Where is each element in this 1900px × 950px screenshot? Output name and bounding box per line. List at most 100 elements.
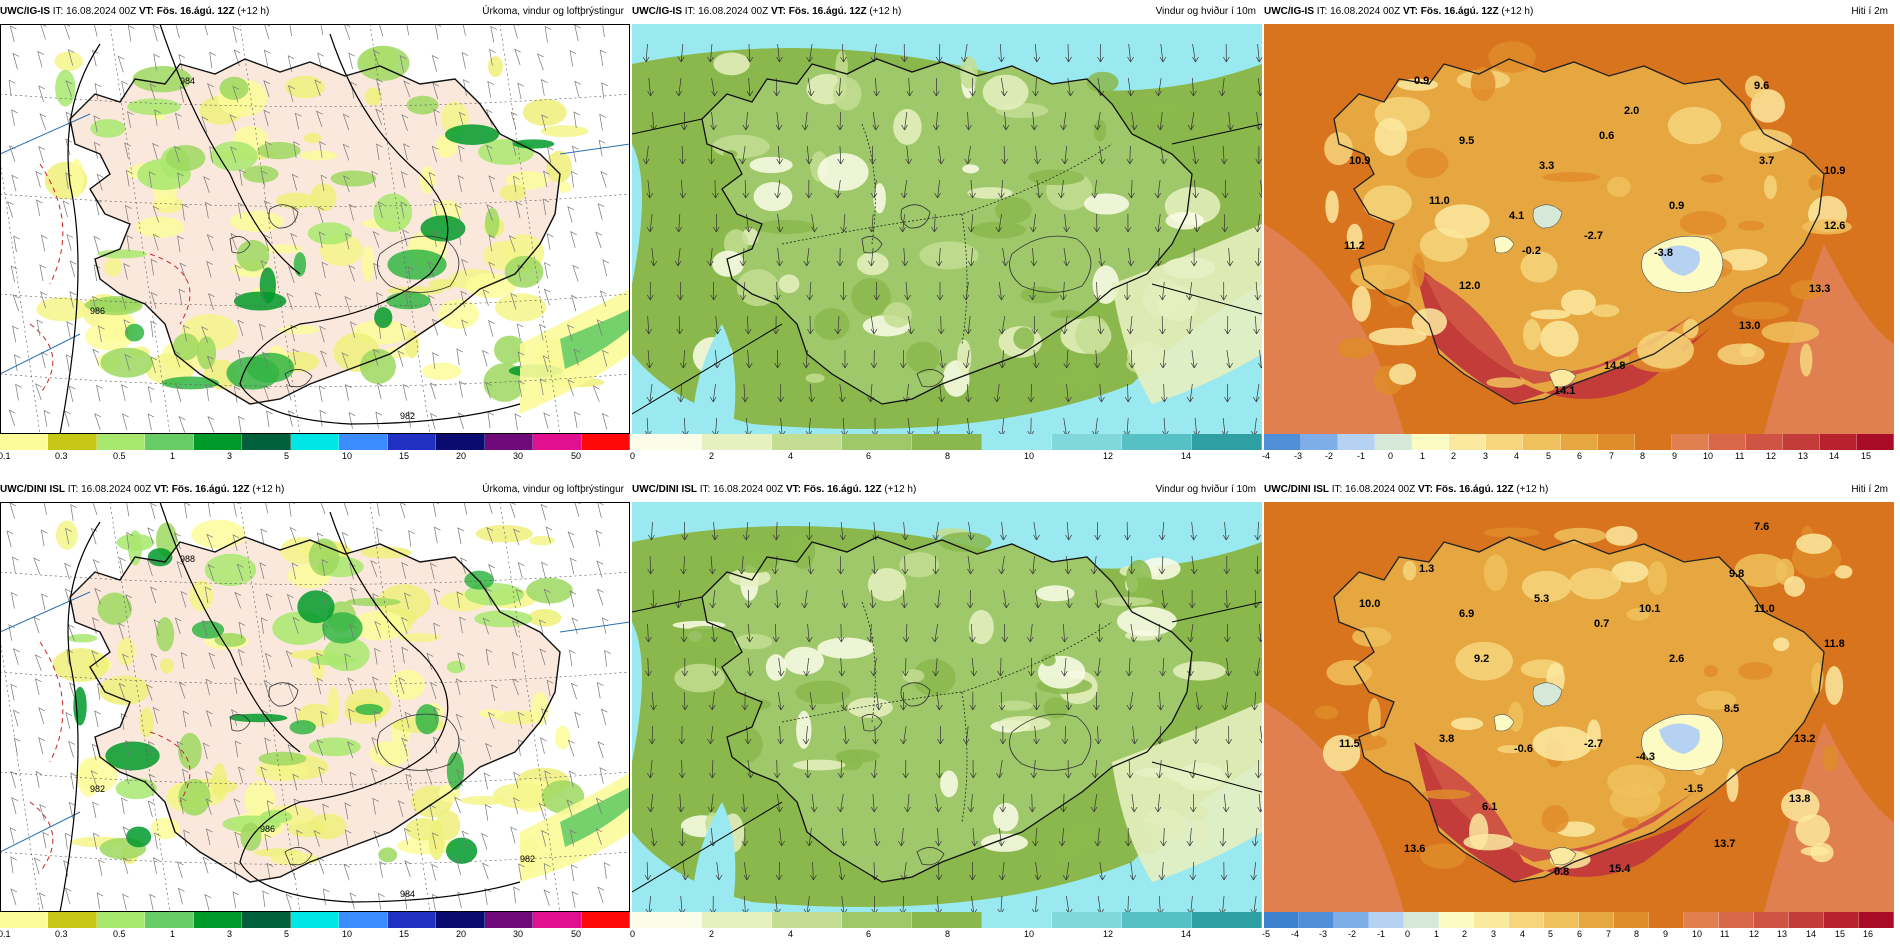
- legend-tick-label: -1: [1377, 929, 1386, 939]
- legend-swatch: [484, 912, 534, 928]
- valid-time: VT: Fös. 16.ágú. 12Z: [1417, 484, 1514, 495]
- legend-swatch: [1708, 434, 1746, 450]
- temperature-label: 1.3: [1419, 563, 1434, 575]
- legend-swatch: [772, 912, 842, 928]
- legend-tick-label: -2: [1348, 929, 1357, 939]
- legend-tick-label: 5: [1548, 929, 1554, 939]
- legend-colorbar: [1264, 912, 1894, 928]
- temperature-label: -0.6: [1514, 743, 1533, 755]
- legend-swatch: [193, 912, 243, 928]
- legend-swatch: [912, 912, 982, 928]
- legend-swatch: [702, 434, 772, 450]
- legend-tick-label: -5: [1262, 929, 1271, 939]
- legend-swatch: [96, 434, 146, 450]
- temperature-label: 10.0: [1359, 598, 1380, 610]
- legend-swatch: [387, 912, 437, 928]
- legend-swatch: [1509, 912, 1544, 928]
- legend-tick-label: 0: [1388, 451, 1394, 461]
- precip-map[interactable]: 988 984 982 986 982: [0, 502, 630, 912]
- wind-map[interactable]: [632, 502, 1262, 912]
- legend-tick-label: 13: [1777, 929, 1788, 939]
- temperature-label: 6.9: [1459, 608, 1474, 620]
- temperature-field: [1314, 525, 1853, 869]
- temperature-label: 11.0: [1754, 603, 1775, 615]
- init-time: IT: 16.08.2024 00Z: [1316, 6, 1401, 17]
- legend-colorbar: [632, 434, 1262, 450]
- temperature-label: 11.0: [1429, 195, 1450, 207]
- temperature-label: 2.0: [1624, 105, 1639, 117]
- panel-title: Vindur og hviður í 10m: [1155, 484, 1256, 495]
- legend-swatch: [1439, 912, 1474, 928]
- legend-tick-label: -1: [1357, 451, 1366, 461]
- legend-tick-label: 2: [1462, 929, 1468, 939]
- legend-tick-label: 0: [630, 929, 636, 939]
- legend-swatch: [1474, 912, 1509, 928]
- legend-swatch: [1412, 434, 1450, 450]
- panel-header: UWC/DINI ISL IT: 16.08.2024 00Z VT: Fös.…: [0, 478, 630, 502]
- legend-swatch: [1523, 434, 1561, 450]
- temperature-label: 11.2: [1344, 240, 1365, 252]
- legend-swatch: [48, 912, 97, 928]
- legend-tick-label: 6: [1577, 451, 1583, 461]
- temperature-label: 5.3: [1534, 593, 1549, 605]
- temperature-label: 2.6: [1669, 653, 1684, 665]
- temperature-map[interactable]: 7.6 1.3 9.8 10.0 5.3 10.1 6.9 0.7 11.0 2.6 11.8 9.2…: [1264, 502, 1894, 912]
- model-name: UWC/IG-IS: [632, 6, 682, 17]
- legend-swatch: [1192, 912, 1262, 928]
- legend-swatch: [1597, 434, 1635, 450]
- legend-tick-label: 4: [1520, 929, 1526, 939]
- valid-time: VT: Fös. 16.ágú. 12Z: [153, 484, 250, 495]
- temperature-map[interactable]: 0.9 9.6 2.0 9.5 0.6 10.9 3.3 3.7 10.9 11.0 4.1 0.9 1…: [1264, 24, 1894, 434]
- legend-tick-label: 4: [788, 451, 794, 461]
- legend-tick-label: 12: [1766, 451, 1777, 461]
- model-name: UWC/IG-IS: [0, 6, 50, 17]
- legend-tick-label: 3: [1491, 929, 1497, 939]
- region-boundaries: [781, 123, 1113, 345]
- panel-row1-temp: UWC/IG-IS IT: 16.08.2024 00Z VT: Fös. 16…: [1262, 0, 1895, 470]
- model-name: UWC/IG-IS: [1264, 6, 1314, 17]
- legend-swatch: [1782, 434, 1820, 450]
- lead-time: (+12 h): [1501, 6, 1534, 17]
- precip-map[interactable]: 984 982 986: [0, 24, 630, 434]
- coastline: [1333, 536, 1825, 883]
- panel-header: UWC/IG-IS IT: 16.08.2024 00Z VT: Fös. 16…: [1264, 0, 1894, 24]
- legend-swatch: [339, 912, 388, 928]
- legend-swatch: [1299, 912, 1334, 928]
- legend-tick-label: 3: [227, 451, 233, 461]
- temperature-label: 12.0: [1459, 280, 1480, 292]
- legend-tick-label: 8: [1640, 451, 1646, 461]
- legend-tick-label: 14: [1181, 451, 1192, 461]
- legend-swatch: [0, 434, 49, 450]
- panel-header: UWC/DINI ISL IT: 16.08.2024 00Z VT: Fös.…: [1264, 478, 1894, 502]
- temperature-label: 12.6: [1824, 220, 1845, 232]
- legend-tick-label: 2: [1451, 451, 1457, 461]
- legend-swatch: [842, 434, 912, 450]
- precip-light: [52, 519, 571, 871]
- legend-swatch: [339, 434, 388, 450]
- legend-swatch: [96, 912, 146, 928]
- temperature-label: 13.2: [1794, 733, 1815, 745]
- model-name: UWC/DINI ISL: [0, 484, 65, 495]
- wind-arrows: [642, 43, 1262, 434]
- legend-swatch: [1122, 912, 1192, 928]
- wind-barbs: [6, 24, 610, 433]
- temperature-label: 3.7: [1759, 155, 1774, 167]
- temperature-label: 13.8: [1789, 793, 1810, 805]
- wind-map[interactable]: [632, 24, 1262, 434]
- init-time: IT: 16.08.2024 00Z: [52, 6, 137, 17]
- legend-tick-label: 50: [571, 929, 582, 939]
- legend-swatch: [1719, 912, 1754, 928]
- dashed-contours: [29, 163, 191, 395]
- legend-swatch: [484, 434, 534, 450]
- legend-tick-label: 14: [1829, 451, 1840, 461]
- legend-tick-label: 0.3: [55, 451, 68, 461]
- legend-tick-label: 9: [1672, 451, 1678, 461]
- valid-time: VT: Fös. 16.ágú. 12Z: [138, 6, 235, 17]
- legend-labels: 0 2 4 6 8 10 12 14: [630, 451, 1262, 463]
- lead-time: (+12 h): [869, 6, 902, 17]
- legend-swatch: [1449, 434, 1487, 450]
- legend-swatch: [533, 912, 582, 928]
- legend-tick-label: 10: [1692, 929, 1703, 939]
- legend-tick-label: 4: [1514, 451, 1520, 461]
- legend-tick-label: 10: [342, 451, 353, 461]
